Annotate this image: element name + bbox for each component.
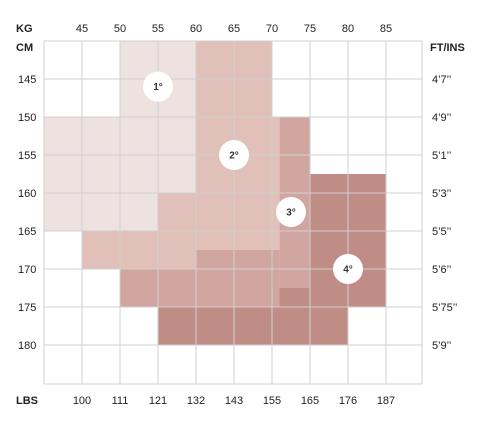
size-region-2-3 xyxy=(158,193,196,231)
lbs-tick: 111 xyxy=(112,395,129,407)
ftin-tick: 5’9’’ xyxy=(432,340,451,352)
size-label-2: 2° xyxy=(229,151,239,162)
kg-tick: 50 xyxy=(114,23,126,35)
cm-tick: 145 xyxy=(18,74,36,86)
size-marker-4 xyxy=(333,254,363,284)
cm-axis-title: CM xyxy=(16,42,33,54)
grid-lines xyxy=(43,40,423,385)
ftin-tick: 4’7’’ xyxy=(432,74,451,86)
kg-tick: 60 xyxy=(190,23,202,35)
size-label-3: 3° xyxy=(286,208,296,219)
cm-tick: 170 xyxy=(18,264,36,276)
ftin-tick: 5’3’’ xyxy=(432,188,451,200)
ftin-tick: 5’5’’ xyxy=(432,226,451,238)
size-regions xyxy=(44,41,386,345)
cm-tick: 155 xyxy=(18,150,36,162)
size-region-4-3 xyxy=(158,307,348,345)
cm-tick: 150 xyxy=(18,112,36,124)
lbs-tick: 176 xyxy=(339,395,357,407)
lbs-axis-title: LBS xyxy=(16,395,38,407)
lbs-tick: 143 xyxy=(225,395,243,407)
size-marker-3 xyxy=(276,197,306,227)
size-region-4-2 xyxy=(279,288,310,307)
lbs-tick: 187 xyxy=(377,395,395,407)
ftin-tick: 5’1’’ xyxy=(432,150,451,162)
ftin-axis-title: FT/INS xyxy=(430,42,465,54)
size-marker-2 xyxy=(219,140,249,170)
size-label-1: 1° xyxy=(153,82,163,93)
size-region-1-3 xyxy=(44,193,158,231)
size-label-4: 4° xyxy=(343,265,353,276)
lbs-tick: 165 xyxy=(301,395,319,407)
kg-tick: 45 xyxy=(76,23,88,35)
kg-tick: 55 xyxy=(152,23,164,35)
cm-tick: 180 xyxy=(18,340,36,352)
size-region-2-4 xyxy=(82,231,196,269)
lbs-tick: 155 xyxy=(263,395,281,407)
size-markers: 1° 2° 3° 4° xyxy=(143,71,363,284)
kg-tick: 80 xyxy=(342,23,354,35)
kg-axis-title: KG xyxy=(16,23,33,35)
ftin-tick: 5’6’’ xyxy=(432,264,451,276)
cm-tick: 165 xyxy=(18,226,36,238)
lbs-tick: 121 xyxy=(149,395,167,407)
kg-tick: 65 xyxy=(228,23,240,35)
ftin-tick: 5’75’’ xyxy=(432,302,458,314)
kg-tick: 70 xyxy=(266,23,278,35)
ftin-tick: 4’9’’ xyxy=(432,112,451,124)
lbs-tick: 132 xyxy=(187,395,205,407)
size-marker-1 xyxy=(143,71,173,102)
tick-labels: 45 50 55 60 65 70 75 80 85 100 111 121 132 143 155 165 1… xyxy=(18,23,458,407)
cm-tick: 160 xyxy=(18,188,36,200)
kg-tick: 75 xyxy=(304,23,316,35)
kg-tick: 85 xyxy=(380,23,392,35)
lbs-tick: 100 xyxy=(73,395,91,407)
size-region-2-2 xyxy=(196,117,280,250)
cm-tick: 175 xyxy=(18,302,36,314)
